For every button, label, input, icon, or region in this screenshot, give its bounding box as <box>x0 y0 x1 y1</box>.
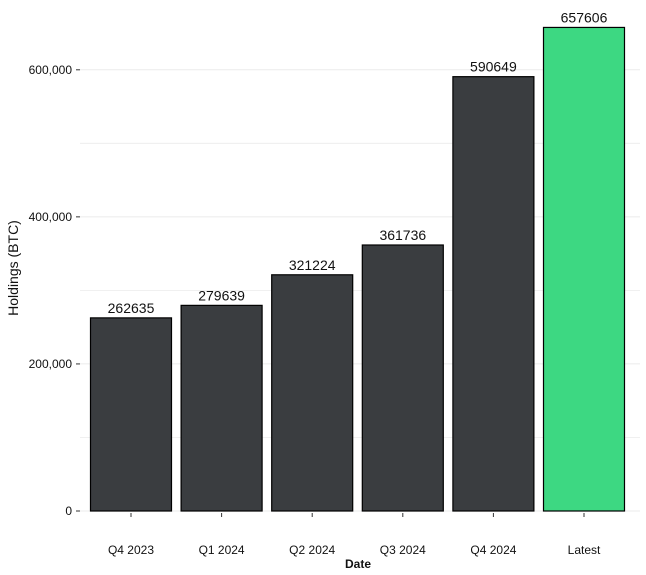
y-tick-label: 600,000 <box>29 63 73 77</box>
gridlines <box>80 69 640 512</box>
y-axis: 0 200,000 400,000 600,000 <box>29 63 80 518</box>
x-tick-label: Q4 2024 <box>470 543 516 557</box>
bar-value-label: 262635 <box>108 300 155 316</box>
bars <box>89 26 626 512</box>
bar-q4-2023 <box>89 317 173 512</box>
x-tick-label: Q4 2023 <box>108 543 154 557</box>
x-axis-title: Date <box>345 557 371 571</box>
bar-value-label: 657606 <box>561 9 608 25</box>
x-tick-label: Q3 2024 <box>380 543 426 557</box>
y-axis-title: Holdings (BTC) <box>5 220 21 316</box>
value-labels: 262635 279639 321224 361736 590649 657606 <box>108 9 608 315</box>
x-tick-label: Q2 2024 <box>289 543 335 557</box>
x-axis: Q4 2023 Q1 2024 Q2 2024 Q3 2024 Q4 2024 Lates… <box>108 513 601 557</box>
bar-q1-2024 <box>180 304 263 512</box>
bar-value-label: 321224 <box>289 257 336 273</box>
y-tick-label: 400,000 <box>29 210 73 224</box>
bar-q4-2024 <box>452 76 535 512</box>
bar-latest <box>542 26 626 512</box>
y-tick-label: 200,000 <box>29 357 73 371</box>
bar-value-label: 279639 <box>198 287 245 303</box>
x-tick-label: Q1 2024 <box>199 543 245 557</box>
y-tick-label: 0 <box>65 504 72 518</box>
bar-value-label: 361736 <box>379 227 426 243</box>
bar-q2-2024 <box>271 274 354 512</box>
x-tick-label: Latest <box>568 543 601 557</box>
bar-value-label: 590649 <box>470 59 517 75</box>
bar-q3-2024 <box>361 244 444 512</box>
